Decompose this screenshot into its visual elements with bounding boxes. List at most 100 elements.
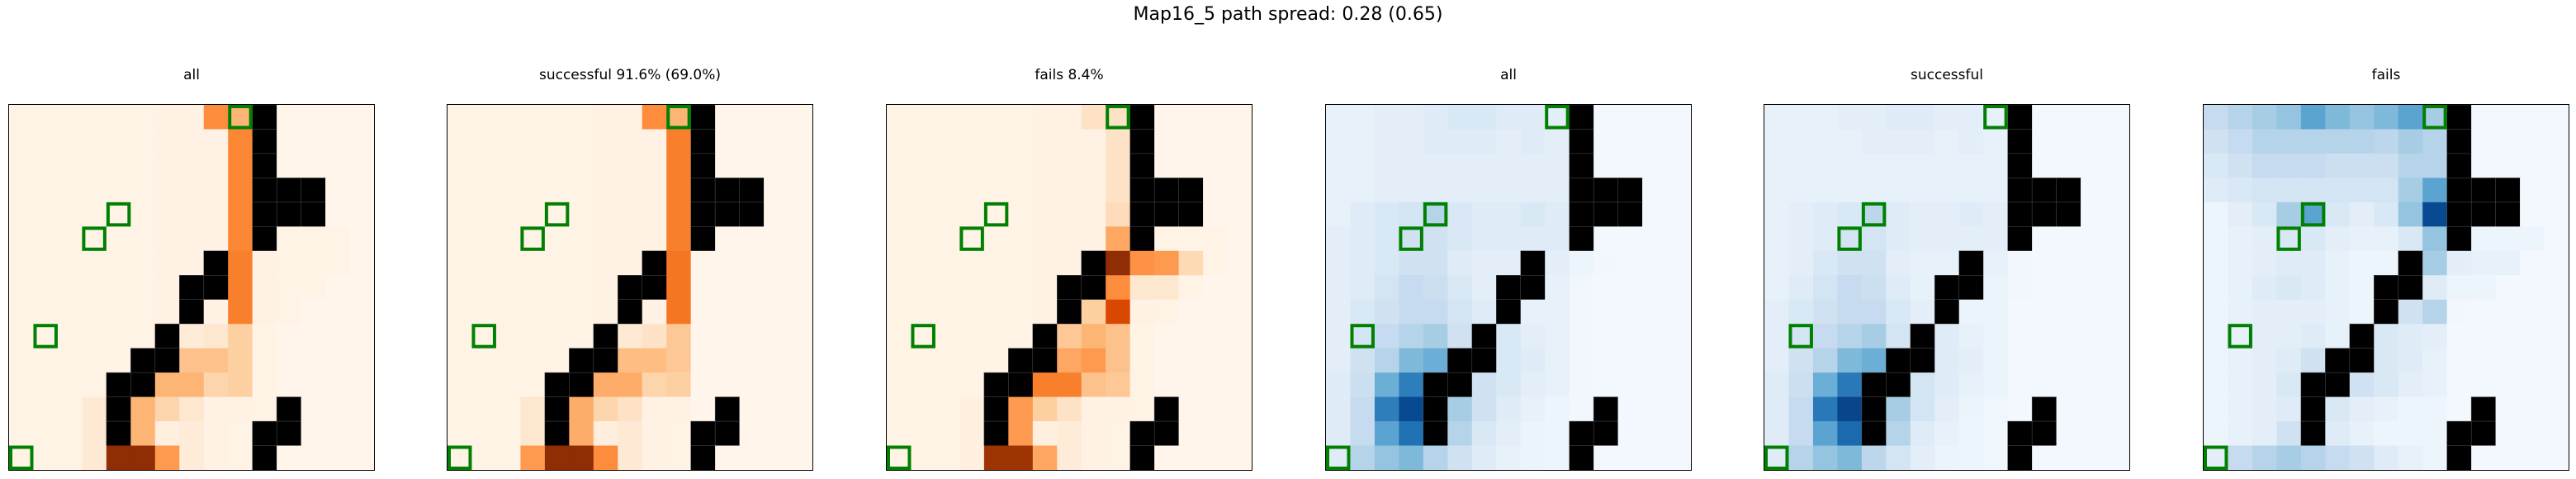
heat-cell [1788, 178, 1814, 203]
heat-cell [1886, 275, 1911, 301]
heat-cell [471, 153, 497, 178]
panel-fails-oranges: fails 8.4% [886, 63, 1252, 476]
heat-cell [1617, 396, 1643, 422]
heat-cell [252, 324, 277, 349]
heat-cell [1032, 226, 1058, 252]
heat-cell [2374, 421, 2399, 446]
heat-cell [1764, 396, 1789, 422]
heat-cell [1910, 445, 1935, 470]
heat-cell [1129, 372, 1155, 397]
heat-cell [301, 299, 326, 325]
heat-cell [1032, 299, 1058, 325]
heat-cell [130, 421, 156, 446]
heat-cell [33, 178, 59, 203]
goal-marker [2204, 445, 2228, 470]
heat-cell [1471, 153, 1497, 178]
heat-cell [1008, 324, 1034, 349]
wall-cell [2007, 226, 2033, 252]
heat-cell [2422, 250, 2448, 276]
heat-cell [1861, 299, 1887, 325]
heat-cell [1081, 421, 1106, 446]
heat-cell [1374, 299, 1399, 325]
heat-cell [277, 299, 301, 325]
wall-cell [2325, 348, 2351, 373]
heat-cell [2007, 396, 2033, 422]
heat-cell [1812, 324, 1838, 349]
heat-cell [1178, 372, 1204, 397]
heat-cell [1399, 105, 1424, 130]
heat-cell [471, 105, 497, 130]
heat-cell [1326, 348, 1351, 373]
goal-marker [1399, 226, 1423, 251]
heat-cell [788, 445, 812, 470]
heat-cell [1593, 105, 1618, 130]
heat-cell [2374, 396, 2399, 422]
heat-cell [2471, 153, 2496, 178]
heat-cell [325, 421, 350, 446]
heat-cell [179, 129, 205, 154]
heat-cell [2228, 396, 2253, 422]
panel-successful-blues: successful [1764, 63, 2130, 476]
heat-cell [2471, 324, 2496, 349]
goal-marker [983, 202, 1009, 227]
wall-cell [1520, 275, 1546, 301]
heat-cell [82, 226, 107, 252]
heat-cell [1350, 372, 1376, 397]
heat-cell [1008, 202, 1034, 227]
heat-cell [252, 348, 277, 373]
heat-cell [764, 348, 788, 373]
heat-cell [690, 250, 716, 276]
heat-cell [1350, 324, 1376, 349]
heat-cell [495, 299, 521, 325]
heat-cell [179, 105, 205, 130]
heat-cell [154, 250, 180, 276]
heat-cell [2374, 129, 2399, 154]
heat-cell [57, 396, 83, 422]
heat-cell [1057, 250, 1082, 276]
heat-cell [690, 275, 716, 301]
heat-cell [471, 129, 497, 154]
heat-cell [1958, 226, 1984, 252]
heat-cell [1399, 202, 1424, 227]
wall-cell [2007, 445, 2033, 470]
heat-cell [1545, 421, 1570, 446]
heat-cell [1617, 250, 1643, 276]
heat-cell [447, 445, 472, 470]
heat-cell [130, 445, 156, 470]
heat-cell [1399, 178, 1424, 203]
wall-cell [1081, 275, 1106, 301]
heat-cell [1057, 178, 1082, 203]
heat-cell [1471, 421, 1497, 446]
heat-cell [2204, 372, 2228, 397]
heat-cell [1617, 226, 1643, 252]
heat-cell [1447, 299, 1473, 325]
heat-cell [911, 153, 936, 178]
heat-cell [1178, 153, 1204, 178]
heat-cell [1837, 129, 1863, 154]
heat-cell [1374, 226, 1399, 252]
heat-cell [1081, 396, 1106, 422]
heat-cell [569, 396, 594, 422]
heat-cell [1958, 372, 1984, 397]
heat-cell [1861, 202, 1887, 227]
heat-cell [1910, 202, 1935, 227]
heat-cell [33, 153, 59, 178]
heat-cell [57, 226, 83, 252]
heat-cell [1934, 324, 1960, 349]
heat-cell [666, 396, 692, 422]
wall-cell [2300, 420, 2326, 447]
heat-cell [495, 396, 521, 422]
panel-fails-blues: fails [2203, 63, 2569, 476]
heat-cell [569, 178, 594, 203]
heat-cell [1227, 202, 1252, 227]
wall-cell [1861, 420, 1887, 447]
heat-cell [1471, 202, 1497, 227]
heat-cell [1617, 421, 1643, 446]
heat-cell [739, 372, 765, 397]
wall-cell [1129, 178, 1155, 203]
heat-cell [959, 299, 985, 325]
heat-cell [2252, 348, 2277, 373]
heat-cell [739, 299, 765, 325]
heat-cell [2252, 178, 2277, 203]
heat-cell [959, 129, 985, 154]
